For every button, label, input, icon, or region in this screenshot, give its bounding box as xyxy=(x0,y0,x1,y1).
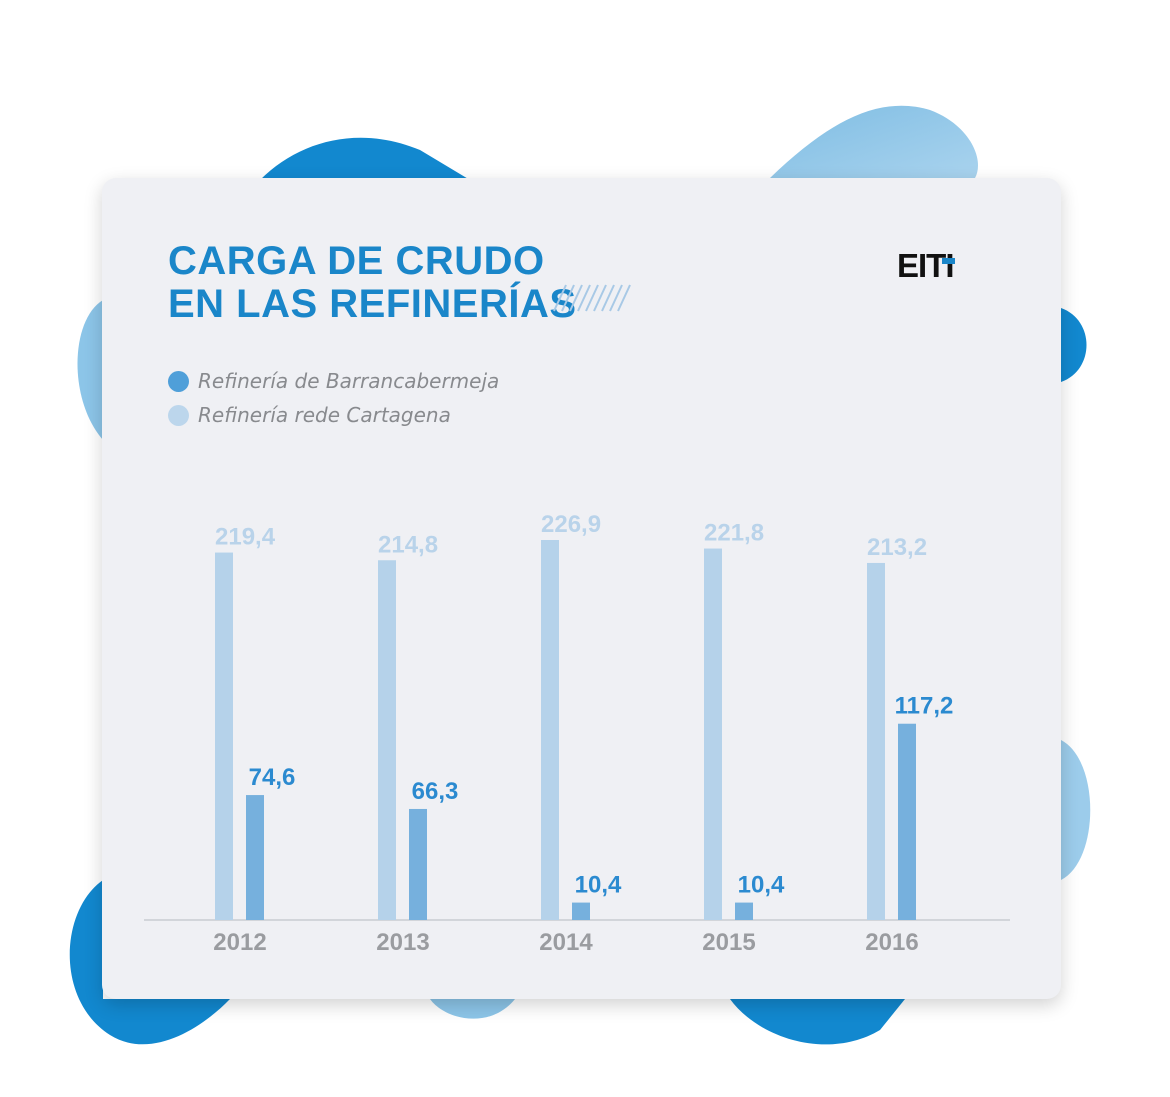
eiti-logo: EITI xyxy=(897,250,955,280)
title-line-1: CARGA DE CRUDO xyxy=(168,239,545,283)
data-label-barrancabermeja-2015: 10,4 xyxy=(738,872,785,899)
data-label-cartagena-2015: 221,8 xyxy=(704,520,764,547)
bar-cartagena-2016 xyxy=(867,562,885,920)
bar-cartagena-2012 xyxy=(215,552,233,920)
legend-item-cartagena: Refinería rede Cartagena xyxy=(168,398,499,432)
legend-item-barrancabermeja: Refinería de Barrancabermeja xyxy=(168,364,499,398)
x-tick-label-2015: 2015 xyxy=(702,929,755,956)
bar-barrancabermeja-2013 xyxy=(409,808,427,920)
bar-barrancabermeja-2012 xyxy=(246,795,264,920)
legend-dot-cartagena xyxy=(168,404,189,426)
legend: Refinería de Barrancabermeja Refinería r… xyxy=(168,364,499,432)
bar-cartagena-2015 xyxy=(704,548,722,920)
data-label-cartagena-2016: 213,2 xyxy=(867,534,927,561)
legend-label-barrancabermeja: Refinería de Barrancabermeja xyxy=(198,369,500,393)
x-tick-label-2013: 2013 xyxy=(376,929,429,956)
data-label-barrancabermeja-2016: 117,2 xyxy=(895,693,954,720)
bar-barrancabermeja-2015 xyxy=(735,902,753,920)
svg-text:EITI: EITI xyxy=(897,250,954,280)
data-label-cartagena-2014: 226,9 xyxy=(541,511,601,538)
data-label-cartagena-2012: 219,4 xyxy=(215,524,276,551)
bar-chart: 219,4 74,6 2012 214,8 66,3 2013 226,9 10,4 2014 2… xyxy=(144,511,1010,956)
bar-barrancabermeja-2016 xyxy=(898,723,916,920)
data-label-cartagena-2013: 214,8 xyxy=(378,531,438,558)
x-tick-label-2012: 2012 xyxy=(213,929,266,956)
x-tick-label-2016: 2016 xyxy=(865,929,918,956)
x-tick-label-2014: 2014 xyxy=(539,929,593,956)
bar-cartagena-2014 xyxy=(541,540,559,920)
legend-label-cartagena: Refinería rede Cartagena xyxy=(198,403,451,427)
legend-dot-barrancabermeja xyxy=(168,370,189,392)
chart-card: CARGA DE CRUDO EN LAS REFINERÍAS EITI Re… xyxy=(102,178,1061,999)
title-hatch-decoration xyxy=(553,284,631,312)
data-label-barrancabermeja-2014: 10,4 xyxy=(575,872,622,899)
title-line-2: EN LAS REFINERÍAS xyxy=(168,282,577,326)
chart-title: CARGA DE CRUDO EN LAS REFINERÍAS xyxy=(168,240,577,326)
bar-cartagena-2013 xyxy=(378,560,396,920)
data-label-barrancabermeja-2012: 74,6 xyxy=(249,764,296,791)
bar-barrancabermeja-2014 xyxy=(572,902,590,920)
data-label-barrancabermeja-2013: 66,3 xyxy=(412,778,459,805)
